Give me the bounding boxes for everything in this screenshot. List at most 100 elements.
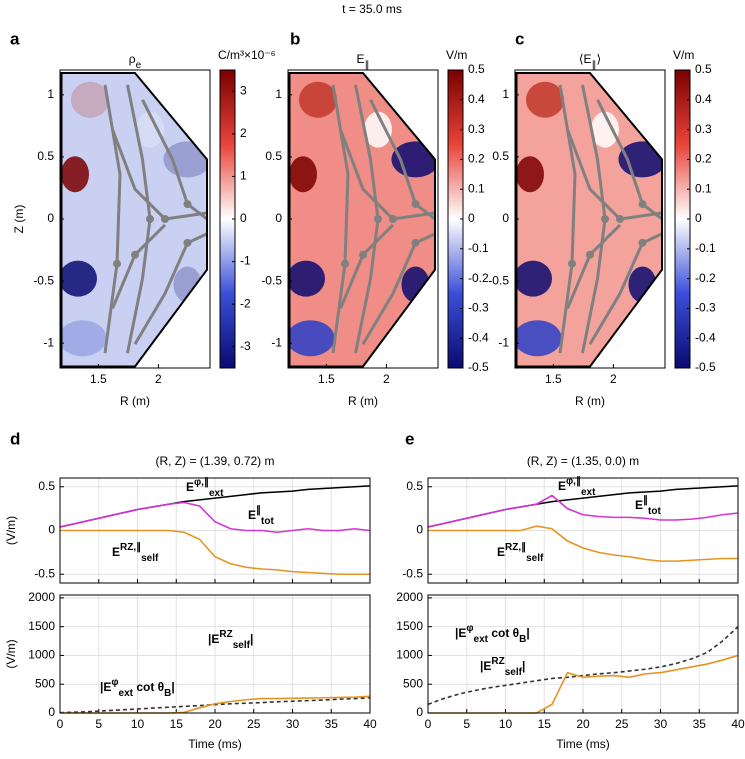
text-part: |E bbox=[100, 680, 111, 694]
x-axis-label: Time (ms) bbox=[188, 737, 242, 751]
text-part: ⟩ bbox=[597, 52, 602, 66]
figure-title: t = 35.0 ms bbox=[342, 2, 402, 16]
x-tick-label: 0 bbox=[57, 717, 64, 731]
x-tick-label: 1.5 bbox=[90, 372, 107, 386]
colorbar-tick-label: 0.3 bbox=[468, 122, 485, 136]
text-part: E bbox=[186, 480, 194, 494]
panel-label: c bbox=[515, 29, 524, 48]
field-map bbox=[289, 72, 435, 367]
text-part: E bbox=[497, 545, 505, 559]
text-part: | bbox=[250, 632, 253, 646]
text-part: tot bbox=[648, 506, 661, 517]
colorbar-tick-label: -0.2 bbox=[695, 271, 716, 285]
y-tick-label: 0 bbox=[416, 705, 423, 719]
text-part: |E bbox=[480, 659, 491, 673]
y-tick-label: 0 bbox=[416, 523, 423, 537]
y-tick-label: 1500 bbox=[28, 619, 55, 633]
y-tick-label: 0.5 bbox=[38, 479, 55, 493]
colorbar-tick-label: 0.1 bbox=[695, 181, 712, 195]
field-arrow bbox=[161, 215, 169, 223]
text-part: tot bbox=[261, 516, 274, 527]
x-tick-label: 1.5 bbox=[545, 372, 562, 386]
colorbar-tick-label: 0.5 bbox=[695, 62, 712, 76]
x-tick-label: 0 bbox=[425, 717, 432, 731]
text-part: RZ,∥ bbox=[120, 542, 141, 553]
panel-title: (R, Z) = (1.39, 0.72) m bbox=[155, 454, 274, 468]
y-tick-label: 2000 bbox=[396, 590, 423, 604]
colorbar-tick-label: -0.1 bbox=[695, 241, 716, 255]
panel-label: d bbox=[10, 429, 20, 448]
y-tick-label: 1000 bbox=[396, 648, 423, 662]
field-arrow bbox=[183, 200, 192, 209]
x-tick-label: 30 bbox=[286, 717, 300, 731]
colorbar-tick-label: 0 bbox=[468, 211, 475, 225]
text-part: B bbox=[164, 688, 171, 699]
field-line bbox=[111, 129, 207, 221]
y-axis-label: Z (m) bbox=[12, 205, 26, 234]
colorbar-tick-label: 0.4 bbox=[695, 92, 712, 106]
field-arrow bbox=[341, 259, 349, 268]
frame bbox=[427, 594, 739, 714]
field-line bbox=[588, 232, 662, 345]
text-part: ext bbox=[474, 634, 489, 645]
field-blob bbox=[364, 111, 392, 148]
colorbar-tick-label: -0.2 bbox=[468, 271, 489, 285]
text-part: E bbox=[112, 545, 120, 559]
series-line bbox=[427, 494, 739, 528]
vessel-wall bbox=[288, 71, 436, 368]
field-arrow bbox=[411, 238, 420, 247]
field-arrow bbox=[359, 250, 367, 259]
panel-title: ρe bbox=[129, 52, 142, 70]
text-part: φ,∥ bbox=[566, 476, 581, 487]
text-part: RZ,∥ bbox=[505, 542, 526, 553]
field-blob bbox=[516, 260, 552, 297]
colorbar-label: C/m³×10⁻⁶ bbox=[218, 48, 276, 62]
y-tick-label: -0.5 bbox=[488, 273, 509, 287]
x-tick-label: 25 bbox=[615, 717, 629, 731]
field-line bbox=[369, 99, 435, 221]
x-tick-label: 2 bbox=[155, 372, 162, 386]
y-tick-label: 0 bbox=[48, 705, 55, 719]
colorbar-tick-label: -0.5 bbox=[695, 360, 716, 374]
annotation: ERZ,∥self bbox=[112, 542, 159, 564]
field-arrow bbox=[411, 200, 420, 209]
field-arrow bbox=[638, 238, 647, 247]
colorbar-tick-label: 0.4 bbox=[468, 92, 485, 106]
y-tick-label: 0 bbox=[48, 523, 55, 537]
field-blob bbox=[299, 81, 337, 118]
y-axis-label: (V/m) bbox=[4, 516, 18, 545]
field-arrow bbox=[601, 215, 609, 223]
field-arrow bbox=[374, 215, 382, 223]
frame bbox=[427, 477, 739, 584]
x-tick-label: 5 bbox=[95, 717, 102, 731]
x-tick-label: 25 bbox=[247, 717, 261, 731]
colorbar-tick-label: 1 bbox=[240, 169, 247, 183]
colorbar-tick-label: -0.3 bbox=[468, 301, 489, 315]
text-part: ext bbox=[209, 488, 224, 499]
text-part: self bbox=[505, 667, 523, 678]
series-line bbox=[427, 626, 739, 706]
text-part: RZ bbox=[491, 656, 504, 667]
text-part: φ bbox=[466, 623, 473, 634]
text-part: ∥ bbox=[365, 60, 370, 71]
text-part: | bbox=[171, 680, 174, 694]
x-tick-label: 1.5 bbox=[318, 372, 335, 386]
text-part: ⟨E bbox=[579, 52, 592, 66]
text-part: E bbox=[356, 52, 364, 66]
colorbar-tick-label: 0.5 bbox=[468, 62, 485, 76]
field-arrow bbox=[146, 215, 154, 223]
colorbar-tick-label: -0.3 bbox=[695, 301, 716, 315]
field-fill bbox=[61, 72, 207, 367]
colorbar-tick-label: -3 bbox=[240, 339, 251, 353]
annotation: Eφ,∥ext bbox=[558, 476, 596, 498]
field-blob bbox=[516, 156, 544, 193]
text-part: E bbox=[248, 508, 256, 522]
y-tick-label: 500 bbox=[403, 676, 423, 690]
text-part: ∥ bbox=[643, 495, 648, 506]
text-part: self bbox=[526, 553, 544, 564]
field-blob bbox=[591, 111, 619, 148]
text-part: self bbox=[233, 640, 251, 651]
y-tick-label: -0.5 bbox=[402, 566, 423, 580]
text-part: |E bbox=[455, 626, 466, 640]
